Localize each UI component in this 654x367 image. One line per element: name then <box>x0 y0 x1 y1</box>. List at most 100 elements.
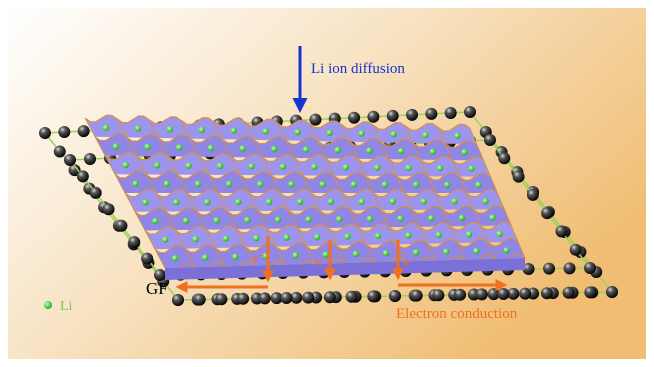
li-atom <box>454 133 460 139</box>
li-atom <box>248 163 254 169</box>
carbon-atom <box>541 287 553 299</box>
li-atom <box>183 217 189 223</box>
li-atom <box>343 164 349 170</box>
carbon-atom <box>309 114 321 126</box>
li-atom <box>167 126 173 132</box>
carbon-atom <box>115 220 127 232</box>
li-atom <box>303 146 309 152</box>
carbon-atom <box>64 154 76 166</box>
carbon-atom <box>564 262 576 274</box>
li-atom <box>297 199 303 205</box>
li-atom <box>195 181 201 187</box>
carbon-atom <box>543 263 555 275</box>
li-atom <box>113 143 119 149</box>
carbon-atom <box>476 288 488 300</box>
carbon-atom <box>387 110 399 122</box>
li-atom <box>390 198 396 204</box>
li-atom <box>383 250 389 256</box>
carbon-atom <box>454 289 466 301</box>
li-atom <box>280 163 286 169</box>
carbon-atom <box>367 290 379 302</box>
carbon-atom <box>367 111 379 123</box>
electron-label: e⁻ <box>404 254 417 269</box>
li-atom <box>257 181 263 187</box>
li-atom <box>154 162 160 168</box>
carbon-atom <box>54 146 66 158</box>
li-atom <box>132 180 138 186</box>
carbon-atom <box>324 291 336 303</box>
li-atom <box>451 198 457 204</box>
conduction-label: Electron conduction <box>396 306 518 322</box>
carbon-atom <box>584 262 596 274</box>
li-atom <box>271 146 277 152</box>
carbon-atom <box>128 236 140 248</box>
li-atom <box>351 181 357 187</box>
carbon-atom <box>39 127 51 139</box>
li-atom <box>405 165 411 171</box>
li-atom <box>374 164 380 170</box>
li-atom <box>413 181 419 187</box>
li-atom <box>142 199 148 205</box>
li-atom <box>397 215 403 221</box>
li-atom <box>144 144 150 150</box>
carbon-atom <box>302 292 314 304</box>
carbon-atom <box>78 125 90 137</box>
li-atom <box>305 216 311 222</box>
li-atom <box>468 165 474 171</box>
carbon-atom <box>563 287 575 299</box>
li-atom <box>202 254 208 260</box>
legend-dot <box>44 301 52 309</box>
carbon-atom <box>215 293 227 305</box>
legend-label: Li <box>60 299 73 314</box>
li-atom <box>430 148 436 154</box>
carbon-atom <box>498 152 510 164</box>
diagram: Li ion diffusion e⁻ e⁻ e⁻ GF Li Electron… <box>0 0 654 367</box>
electron-label: e⁻ <box>252 250 265 265</box>
li-atom <box>503 247 509 253</box>
carbon-atom <box>464 106 476 118</box>
li-atom <box>390 131 396 137</box>
li-atom <box>344 233 350 239</box>
carbon-atom <box>584 286 596 298</box>
li-atom <box>375 233 381 239</box>
li-atom <box>359 198 365 204</box>
carbon-atom <box>432 289 444 301</box>
li-atom <box>444 182 450 188</box>
li-atom <box>192 236 198 242</box>
diffusion-label: Li ion diffusion <box>311 61 405 77</box>
carbon-atom <box>425 108 437 120</box>
substrate-label: GF <box>146 279 168 298</box>
li-atom <box>294 129 300 135</box>
carbon-atom <box>346 291 358 303</box>
carbon-atom <box>555 225 567 237</box>
carbon-atom <box>141 253 153 265</box>
carbon-atom <box>103 203 115 215</box>
carbon-atom <box>194 294 206 306</box>
li-atom <box>428 215 434 221</box>
li-atom <box>482 198 488 204</box>
li-atom <box>367 216 373 222</box>
li-atom <box>437 165 443 171</box>
li-atom <box>420 198 426 204</box>
li-atom <box>123 162 129 168</box>
li-atom <box>172 255 178 261</box>
carbon-atom <box>58 126 70 138</box>
li-atom <box>328 198 334 204</box>
li-atom <box>263 128 269 134</box>
li-atom <box>292 252 298 258</box>
li-atom <box>176 144 182 150</box>
li-atom <box>103 125 109 131</box>
carbon-atom <box>519 288 531 300</box>
li-atom <box>235 199 241 205</box>
li-atom <box>253 235 259 241</box>
li-atom <box>288 181 294 187</box>
li-atom <box>223 235 229 241</box>
carbon-atom <box>445 107 457 119</box>
li-atom <box>244 217 250 223</box>
carbon-atom <box>570 244 582 256</box>
carbon-atom <box>513 171 525 183</box>
carbon-atom <box>406 109 418 121</box>
li-atom <box>266 199 272 205</box>
li-atom <box>382 181 388 187</box>
li-atom <box>311 164 317 170</box>
